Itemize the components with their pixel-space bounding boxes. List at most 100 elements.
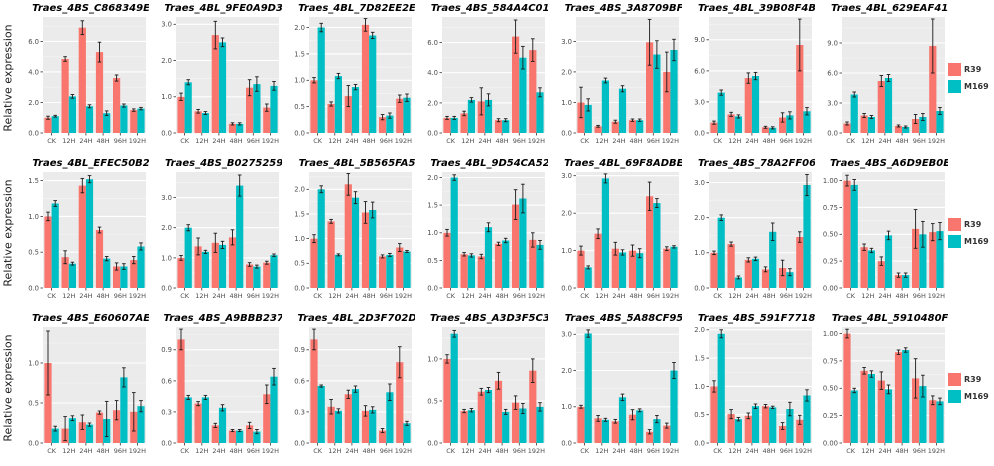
bar-r39 (229, 430, 237, 443)
bar-r39 (911, 378, 920, 443)
bar-m169 (270, 376, 278, 443)
panel-background (575, 327, 679, 443)
panel-background (442, 327, 546, 443)
bar-r39 (710, 252, 718, 288)
chart-title: Traes_4BL_69F8ADBEC (564, 158, 682, 169)
y-tick-label: 0.50 (823, 385, 838, 393)
bar-m169 (519, 198, 527, 288)
bar-m169 (936, 111, 944, 133)
x-tick-label: 48H (629, 137, 642, 145)
bar-chart-svg: 0.0 3.0 6.0 9.0 CK 12H 24H 48H 96H 192H Traes_4BL_… (694, 3, 815, 145)
x-tick-label: 24H (346, 292, 359, 300)
bar-r39 (512, 402, 520, 443)
x-tick-label: 192H (528, 447, 545, 455)
y-tick-label: 0.50 (823, 231, 838, 239)
chart-panel: 0.0 1.0 2.0 3.0 CK 12H 24H 48H 96H 192H Traes_4BL_… (149, 0, 282, 155)
x-tick-label: 96H (513, 137, 526, 145)
x-tick-label: 48H (895, 137, 908, 145)
chart-title: Traes_4BS_584A4C01E (431, 3, 548, 14)
bar-m169 (335, 410, 343, 443)
x-tick-label: 48H (762, 447, 775, 455)
y-tick-label: 0.5 (28, 249, 39, 257)
x-tick-label: 48H (363, 137, 376, 145)
chart-title: Traes_4BS_A6D9EB0E5 (830, 158, 948, 169)
y-tick-label: 1.5 (28, 177, 39, 185)
bar-m169 (352, 87, 360, 133)
y-tick-label: 1.00 (823, 177, 838, 185)
y-tick-label: 0.0 (694, 284, 705, 292)
x-tick-label: 24H (79, 447, 92, 455)
x-tick-label: 24H (745, 292, 758, 300)
bar-chart-svg: 0.0 0.5 1.0 1.5 2.0 CK 12H 24H 48H 96H 192H Traes_4… (694, 313, 815, 455)
bar-m169 (451, 333, 459, 443)
bar-r39 (576, 250, 585, 288)
bar-r39 (761, 127, 769, 133)
chart-panel: 0.0 1.0 2.0 3.0 CK 12H 24H 48H 96H 192H Traes_4BL_… (549, 155, 682, 310)
bar-r39 (795, 45, 804, 133)
bar-m169 (85, 179, 94, 288)
bar-m169 (502, 120, 510, 133)
bar-m169 (85, 424, 94, 443)
bar-m169 (717, 333, 725, 443)
y-axis-title: Relative expression (0, 0, 16, 155)
bar-r39 (495, 380, 503, 443)
bar-r39 (344, 394, 353, 443)
bar-r39 (744, 259, 752, 288)
y-tick-label: 1.0 (28, 359, 39, 367)
bar-r39 (194, 246, 202, 288)
x-tick-label: CK (713, 447, 723, 455)
bar-m169 (352, 197, 360, 288)
bar-m169 (485, 99, 493, 133)
y-axis-title-text: Relative expression (1, 23, 15, 132)
x-tick-label: 12H (861, 292, 874, 300)
x-tick-label: 12H (195, 447, 208, 455)
x-tick-label: 96H (513, 447, 526, 455)
bar-r39 (443, 117, 452, 133)
bar-m169 (768, 231, 777, 288)
bar-m169 (236, 430, 244, 443)
y-tick-label: 2.0 (428, 99, 439, 107)
x-tick-label: CK (580, 447, 590, 455)
chart-panel: 0.0 2.0 4.0 6.0 CK 12H 24H 48H 96H 192H Traes_4BS_… (16, 0, 149, 155)
bar-chart-svg: 0.0 0.5 1.0 CK 12H 24H 48H 96H 192H Traes_4BS_A3D… (428, 313, 549, 455)
bar-m169 (369, 409, 377, 443)
bar-m169 (253, 84, 261, 133)
bar-m169 (137, 108, 145, 133)
bar-m169 (867, 374, 875, 443)
x-tick-label: CK (180, 292, 190, 300)
bar-r39 (512, 204, 520, 288)
y-tick-label: 0.0 (161, 284, 172, 292)
x-tick-label: 12H (861, 447, 874, 455)
x-tick-label: 24H (878, 292, 891, 300)
chart-panel: 0.00 0.25 0.50 0.75 1.00 CK 12H 24H 48H 96H 192H Tr… (815, 310, 948, 465)
x-tick-label: 48H (97, 447, 110, 455)
bar-r39 (194, 111, 202, 134)
bar-r39 (594, 418, 602, 443)
y-axis-title: Relative expression (0, 310, 16, 465)
panel-background (43, 327, 146, 443)
legend-label-m169: M169 (964, 236, 989, 246)
x-tick-label: 192H (395, 292, 412, 300)
bar-r39 (843, 123, 851, 133)
bar-r39 (327, 221, 335, 288)
y-tick-label: 2.0 (28, 99, 39, 107)
bar-r39 (95, 412, 104, 443)
bar-r39 (929, 400, 937, 443)
bar-r39 (78, 27, 86, 134)
bar-m169 (601, 80, 609, 133)
bar-m169 (717, 217, 725, 288)
y-tick-label: 0.0 (561, 129, 572, 137)
x-tick-label: 96H (380, 292, 393, 300)
bar-m169 (768, 407, 777, 443)
bar-r39 (628, 414, 636, 443)
chart-title: Traes_4BS_A3D3F5C3C (430, 313, 548, 324)
bar-r39 (211, 35, 220, 133)
bar-r39 (177, 339, 185, 443)
y-tick-label: 2.0 (694, 326, 705, 334)
x-tick-label: CK (846, 137, 856, 145)
bar-r39 (843, 333, 851, 443)
chart-row-2: Relative expression 0.0 0.5 1.0 1.5 CK 12H 24H… (0, 155, 994, 310)
panel-background (176, 327, 280, 443)
x-tick-label: 48H (230, 137, 243, 145)
